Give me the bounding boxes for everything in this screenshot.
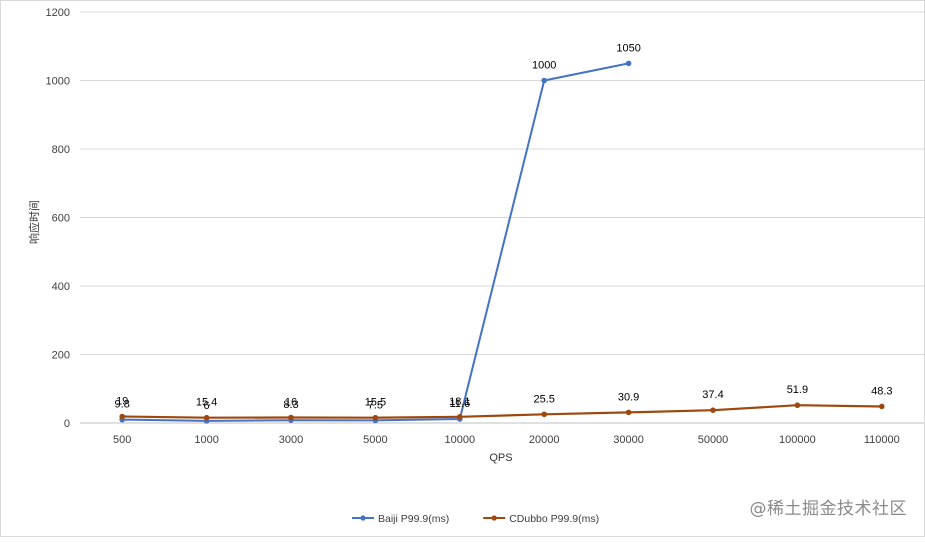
data-label: 18.1 [449, 396, 470, 408]
x-tick-label: 5000 [363, 434, 387, 446]
legend: Baiji P99.9(ms) CDubbo P99.9(ms) [352, 513, 599, 525]
data-point [794, 402, 801, 409]
data-label: 1000 [532, 60, 556, 72]
y-tick-label: 1200 [46, 7, 70, 19]
data-point [879, 403, 885, 410]
legend-label-1: Baiji P99.9(ms) [378, 513, 449, 525]
x-tick-label: 30000 [613, 434, 644, 446]
x-tick-label: 100000 [779, 434, 816, 446]
data-label: 37.4 [702, 389, 723, 401]
x-axis-ticks: 500 1000 3000 5000 10000 20000 30000 50000 10000… [113, 434, 900, 446]
y-tick-label: 0 [64, 418, 70, 430]
data-point [541, 77, 547, 84]
x-tick-label: 10000 [445, 434, 476, 446]
y-tick-label: 1000 [46, 76, 70, 88]
data-label: 7.5 [368, 399, 383, 411]
y-tick-label: 200 [52, 350, 70, 362]
legend-label-2: CDubbo P99.9(ms) [509, 513, 599, 525]
legend-marker-2 [491, 515, 497, 521]
x-tick-label: 500 [113, 434, 131, 446]
data-label: 19 [116, 395, 128, 407]
data-point [288, 414, 294, 421]
legend-marker-1 [360, 515, 366, 521]
data-label: 51.9 [787, 384, 808, 396]
y-tick-label: 400 [52, 281, 70, 293]
data-point [119, 413, 125, 420]
data-label: 6 [204, 400, 210, 412]
series-line-2 [122, 404, 882, 419]
data-label: 30.9 [618, 391, 639, 403]
data-label: 11.6 [450, 398, 471, 410]
data-label: 16 [285, 397, 297, 409]
y-axis-ticks: 0 200 400 600 800 1000 1200 [46, 7, 70, 430]
data-point [372, 414, 379, 421]
data-point [457, 414, 463, 420]
data-point [710, 407, 716, 413]
data-labels: 9.8 6 8.3 7.5 11.6 1000 1050 19 15.4 16 15.5 18.1 25… [115, 42, 893, 412]
data-label: 1050 [616, 42, 640, 54]
data-point [625, 409, 632, 416]
x-tick-label: 3000 [279, 434, 303, 446]
series-line-1 [122, 62, 629, 422]
data-label: 25.5 [533, 393, 554, 405]
data-label: 15.5 [365, 397, 386, 409]
data-label: 9.8 [115, 399, 130, 411]
data-point [203, 414, 210, 421]
x-axis-label: QPS [489, 452, 512, 464]
series-lines [119, 60, 885, 424]
watermark-text: @稀土掘金技术社区 [749, 499, 907, 519]
data-point [625, 60, 632, 67]
x-tick-label: 1000 [194, 434, 218, 446]
x-tick-label: 50000 [698, 434, 729, 446]
data-label: 8.3 [283, 399, 298, 411]
y-tick-label: 800 [52, 144, 70, 156]
x-tick-label: 110000 [864, 434, 900, 446]
data-label: 15.4 [196, 397, 217, 409]
data-label: 48.3 [871, 385, 892, 397]
x-tick-label: 20000 [529, 434, 560, 446]
gridlines [80, 11, 924, 424]
y-tick-label: 600 [52, 213, 70, 225]
y-axis-label: 响应时间 [27, 200, 41, 244]
data-point [541, 411, 547, 418]
